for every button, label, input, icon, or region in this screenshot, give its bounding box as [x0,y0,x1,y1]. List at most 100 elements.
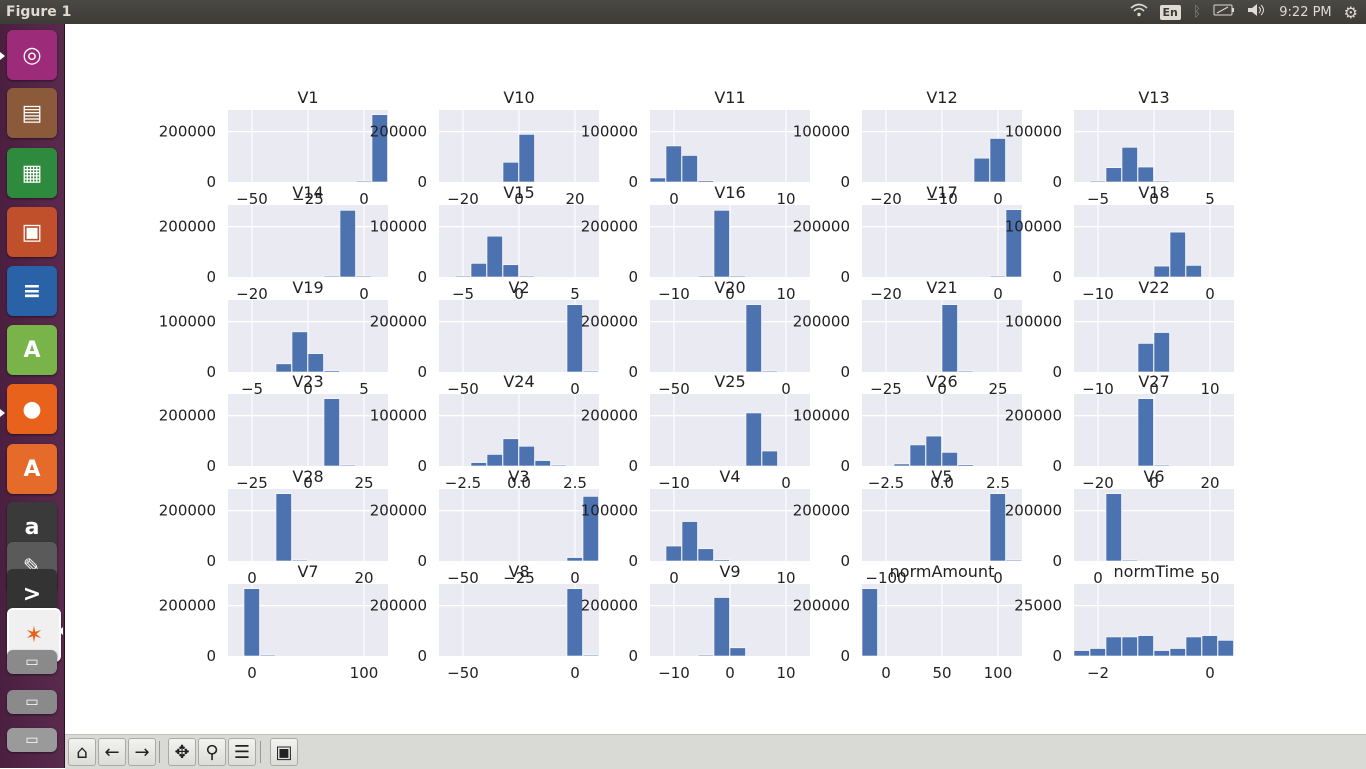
y-tick-label: 0 [206,552,216,570]
gear-icon[interactable]: ⚙ [1343,2,1358,22]
y-tick-label: 100000 [370,218,427,236]
back-button[interactable]: ← [98,738,126,766]
subplot-title: V16 [714,183,745,202]
x-tick-label: 0 [781,474,791,492]
y-tick-label: 0 [206,457,216,475]
x-tick-label: 0 [781,380,791,398]
forward-button[interactable]: → [128,738,156,766]
launcher-workspace-2-icon[interactable]: ▭ [7,690,57,714]
histogram-bar [957,464,974,467]
x-tick-label: −20 [870,190,902,208]
x-tick-label: 0 [725,285,735,303]
x-tick-label: −100 [865,569,906,587]
launcher-firefox-icon[interactable]: ● [7,384,57,434]
axes-v28 [228,489,388,561]
y-tick-label: 0 [1052,457,1062,475]
volume-icon[interactable] [1247,3,1267,21]
y-tick-label: 0 [417,173,427,191]
launcher-writer-icon[interactable]: ≡ [7,266,57,316]
histogram-bar [861,588,878,657]
subplot-title: V12 [926,88,957,107]
y-tick-label: 200000 [793,313,850,331]
histogram-bar [681,521,698,562]
wifi-icon[interactable] [1129,3,1148,21]
x-tick-label: −50 [236,190,268,208]
subplot-title: V2 [508,278,529,297]
y-tick-label: 200000 [370,597,427,615]
x-tick-label: 25 [988,380,1007,398]
x-tick-label: 0 [359,285,369,303]
y-tick-label: 100000 [793,123,850,141]
launcher-ubuntu-dash-icon[interactable]: ◎ [7,30,57,80]
histogram-bar [275,493,292,562]
histogram-bar [1105,636,1122,657]
histogram-bar [649,177,666,183]
launcher-impress-icon[interactable]: ▣ [7,207,57,257]
histogram-bar [729,275,746,278]
x-tick-label: −25 [236,474,268,492]
launcher-files-icon[interactable]: ▤ [7,88,57,138]
y-tick-label: 0 [1052,647,1062,665]
y-tick-label: 0 [417,363,427,381]
launcher-workspace-1-icon[interactable]: ▭ [7,650,57,674]
histogram-bar [1005,559,1022,562]
histogram-bar [713,210,730,278]
subplot-title: V28 [292,467,323,486]
battery-icon[interactable] [1213,4,1235,20]
pan-icon: ✥ [174,742,190,763]
y-tick-label: 100000 [370,407,427,425]
axes-v14 [228,205,388,277]
keyboard-layout-badge[interactable]: En [1159,4,1181,20]
histogram-bar [1153,464,1170,467]
y-tick-label: 0 [1052,268,1062,286]
bluetooth-icon[interactable]: ᛒ [1192,4,1202,20]
histogram-bar [582,654,599,657]
histogram-bar [371,114,388,183]
histogram-bar [1089,648,1106,657]
histogram-bar [259,654,276,657]
launcher-running-indicator [0,52,5,60]
launcher-software-center-icon[interactable]: A [7,444,57,494]
histogram-bar [1185,265,1202,278]
histogram-bar [1105,167,1122,183]
launcher-trash-icon[interactable]: ▭ [7,728,57,752]
y-tick-label: 200000 [581,407,638,425]
zoom-icon: ⚲ [205,742,219,763]
x-tick-label: 0 [881,664,891,682]
histogram-bar [470,263,487,278]
x-tick-label: −50 [447,664,479,682]
axes-v17 [862,205,1022,277]
axes-v6 [1074,489,1234,561]
y-tick-label: 0 [206,647,216,665]
home-button[interactable]: ⌂ [68,738,96,766]
x-tick-label: −20 [236,285,268,303]
clock[interactable]: 9:22 PM [1279,4,1332,20]
launcher-android-studio-icon[interactable]: A [7,325,57,375]
x-tick-label: 0 [303,474,313,492]
subplot-title: V25 [714,372,745,391]
x-tick-label: 0 [247,569,257,587]
histogram-bar [502,264,519,278]
subplot-title: normTime [1114,562,1195,581]
home-icon: ⌂ [76,742,88,763]
x-tick-label: 0 [1205,664,1215,682]
x-tick-label: 0 [514,190,524,208]
x-tick-label: −2 [1087,664,1109,682]
launcher-calc-icon[interactable]: ▦ [7,148,57,198]
x-tick-label: 10 [776,664,795,682]
pan-button[interactable]: ✥ [168,738,196,766]
histogram-bar [681,155,698,183]
x-tick-label: 0 [669,190,679,208]
y-tick-label: 200000 [793,597,850,615]
histogram-bar [1201,635,1218,657]
histogram-bar [1137,166,1154,183]
save-button[interactable]: ▣ [270,738,298,766]
y-tick-label: 0 [628,552,638,570]
x-tick-label: 2.5 [986,474,1010,492]
subplot-title: V9 [719,562,740,581]
x-tick-label: 5 [570,285,580,303]
zoom-button[interactable]: ⚲ [198,738,226,766]
x-tick-label: 0 [570,569,580,587]
x-tick-label: −10 [926,190,958,208]
configure-subplots-button[interactable]: ☰ [228,738,256,766]
